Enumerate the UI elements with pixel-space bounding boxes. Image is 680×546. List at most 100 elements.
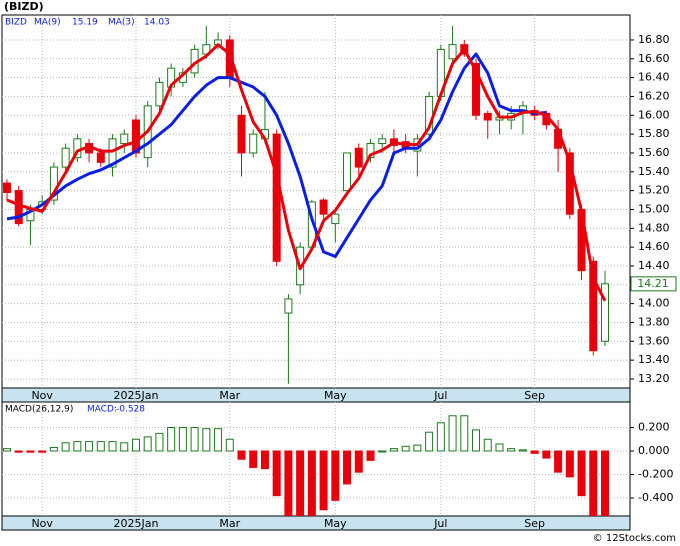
macd-bar bbox=[472, 429, 481, 452]
candle-body bbox=[343, 152, 352, 192]
chart-title: (BIZD) bbox=[4, 0, 44, 13]
candle-body bbox=[378, 138, 387, 145]
macd-bar bbox=[401, 445, 410, 452]
y-tick-label: 0.200 bbox=[638, 421, 670, 434]
macd-bar bbox=[96, 441, 105, 452]
x-axis-strip bbox=[1, 515, 631, 531]
y-tick-label: 14.40 bbox=[638, 259, 670, 272]
y-tick-label: 13.20 bbox=[638, 372, 670, 385]
candle-body bbox=[61, 147, 70, 168]
macd-label: MACD: bbox=[87, 405, 117, 415]
candle-body bbox=[601, 283, 609, 342]
candle-body bbox=[354, 147, 363, 168]
candle-body bbox=[120, 133, 129, 145]
macd-bar bbox=[389, 448, 398, 452]
macd-value: -0.528 bbox=[116, 405, 145, 415]
y-tick-label: 16.60 bbox=[638, 52, 670, 65]
macd-bar bbox=[425, 431, 434, 452]
macd-bar bbox=[73, 441, 82, 452]
macd-bar bbox=[214, 428, 223, 452]
macd-bar bbox=[143, 436, 152, 452]
candle-body bbox=[131, 119, 140, 154]
macd-bar bbox=[483, 438, 492, 452]
macd-bar bbox=[26, 450, 35, 453]
y-tick-label: 16.20 bbox=[638, 89, 670, 102]
macd-bar bbox=[85, 441, 94, 452]
candle-body bbox=[108, 138, 117, 168]
candle-body bbox=[483, 112, 492, 121]
macd-bar bbox=[565, 450, 574, 478]
y-tick-label: 16.80 bbox=[638, 33, 670, 46]
macd-bar bbox=[38, 450, 47, 453]
macd-bar bbox=[331, 450, 340, 501]
macd-bar bbox=[61, 442, 70, 452]
macd-bar bbox=[436, 422, 445, 452]
macd-bar bbox=[343, 450, 352, 485]
candle-body bbox=[272, 133, 281, 262]
x-tick-label: 2025Jan bbox=[114, 389, 159, 402]
macd-bar bbox=[366, 450, 375, 461]
ma-line bbox=[6, 43, 607, 302]
footer: © 12Stocks.com bbox=[593, 533, 676, 544]
x-tick-label: Sep bbox=[524, 517, 545, 530]
macd-bar bbox=[108, 441, 117, 452]
macd-bar bbox=[354, 450, 363, 473]
macd-bar bbox=[554, 450, 563, 473]
y-tick-label: -0.400 bbox=[638, 491, 673, 504]
x-tick-label: Nov bbox=[31, 517, 53, 530]
y-tick-label: 13.60 bbox=[638, 334, 670, 347]
legend-label: MA(3) bbox=[108, 18, 135, 28]
macd-bar bbox=[589, 450, 598, 516]
macd-bar bbox=[319, 450, 328, 511]
macd-bar bbox=[14, 450, 23, 453]
macd-bar bbox=[448, 415, 457, 452]
candle-body bbox=[565, 152, 574, 215]
macd-panel bbox=[1, 401, 631, 517]
candle-body bbox=[49, 166, 58, 201]
y-tick-label: 14.00 bbox=[638, 297, 670, 310]
x-tick-label: May bbox=[324, 517, 347, 530]
macd-bar bbox=[249, 450, 258, 468]
macd-bar bbox=[272, 450, 281, 497]
y-tick-label: 14.80 bbox=[638, 221, 670, 234]
macd-bar bbox=[577, 450, 586, 497]
y-tick-label: 16.00 bbox=[638, 108, 670, 121]
price-panel bbox=[1, 14, 631, 389]
x-tick-label: Nov bbox=[31, 389, 53, 402]
x-tick-label: Mar bbox=[219, 389, 240, 402]
macd-bar bbox=[49, 446, 58, 452]
macd-bar bbox=[260, 450, 269, 470]
y-tick-label: 15.40 bbox=[638, 165, 670, 178]
y-tick-label: 16.40 bbox=[638, 71, 670, 84]
candle-body bbox=[155, 81, 164, 107]
legend-value: 15.19 bbox=[72, 18, 98, 28]
y-tick-label: 14.60 bbox=[638, 240, 670, 253]
macd-bar bbox=[542, 450, 551, 459]
macd-bar bbox=[190, 427, 199, 452]
macd-bar bbox=[495, 443, 504, 452]
macd-name: MACD(26,12,9) bbox=[5, 405, 73, 415]
y-tick-label: 15.00 bbox=[638, 202, 670, 215]
y-tick-label: 13.40 bbox=[638, 353, 670, 366]
macd-bar bbox=[120, 442, 129, 452]
candle-body bbox=[448, 44, 457, 60]
candle-body bbox=[249, 133, 258, 154]
macd-bar bbox=[518, 449, 527, 452]
macd-bar bbox=[460, 415, 469, 452]
macd-bar bbox=[507, 448, 516, 452]
candle-body bbox=[589, 260, 598, 352]
macd-bar bbox=[601, 450, 609, 516]
macd-bar bbox=[178, 427, 187, 452]
ma-line bbox=[6, 52, 547, 259]
macd-bar bbox=[167, 427, 176, 452]
candle-body bbox=[3, 182, 11, 194]
macd-bar bbox=[413, 444, 422, 452]
candle-body bbox=[237, 114, 246, 154]
candle-body bbox=[472, 62, 481, 116]
macd-bar bbox=[284, 450, 293, 516]
x-tick-label: Mar bbox=[219, 517, 240, 530]
x-tick-label: Jul bbox=[433, 389, 447, 402]
price-box bbox=[630, 276, 677, 292]
macd-bar bbox=[530, 450, 539, 454]
